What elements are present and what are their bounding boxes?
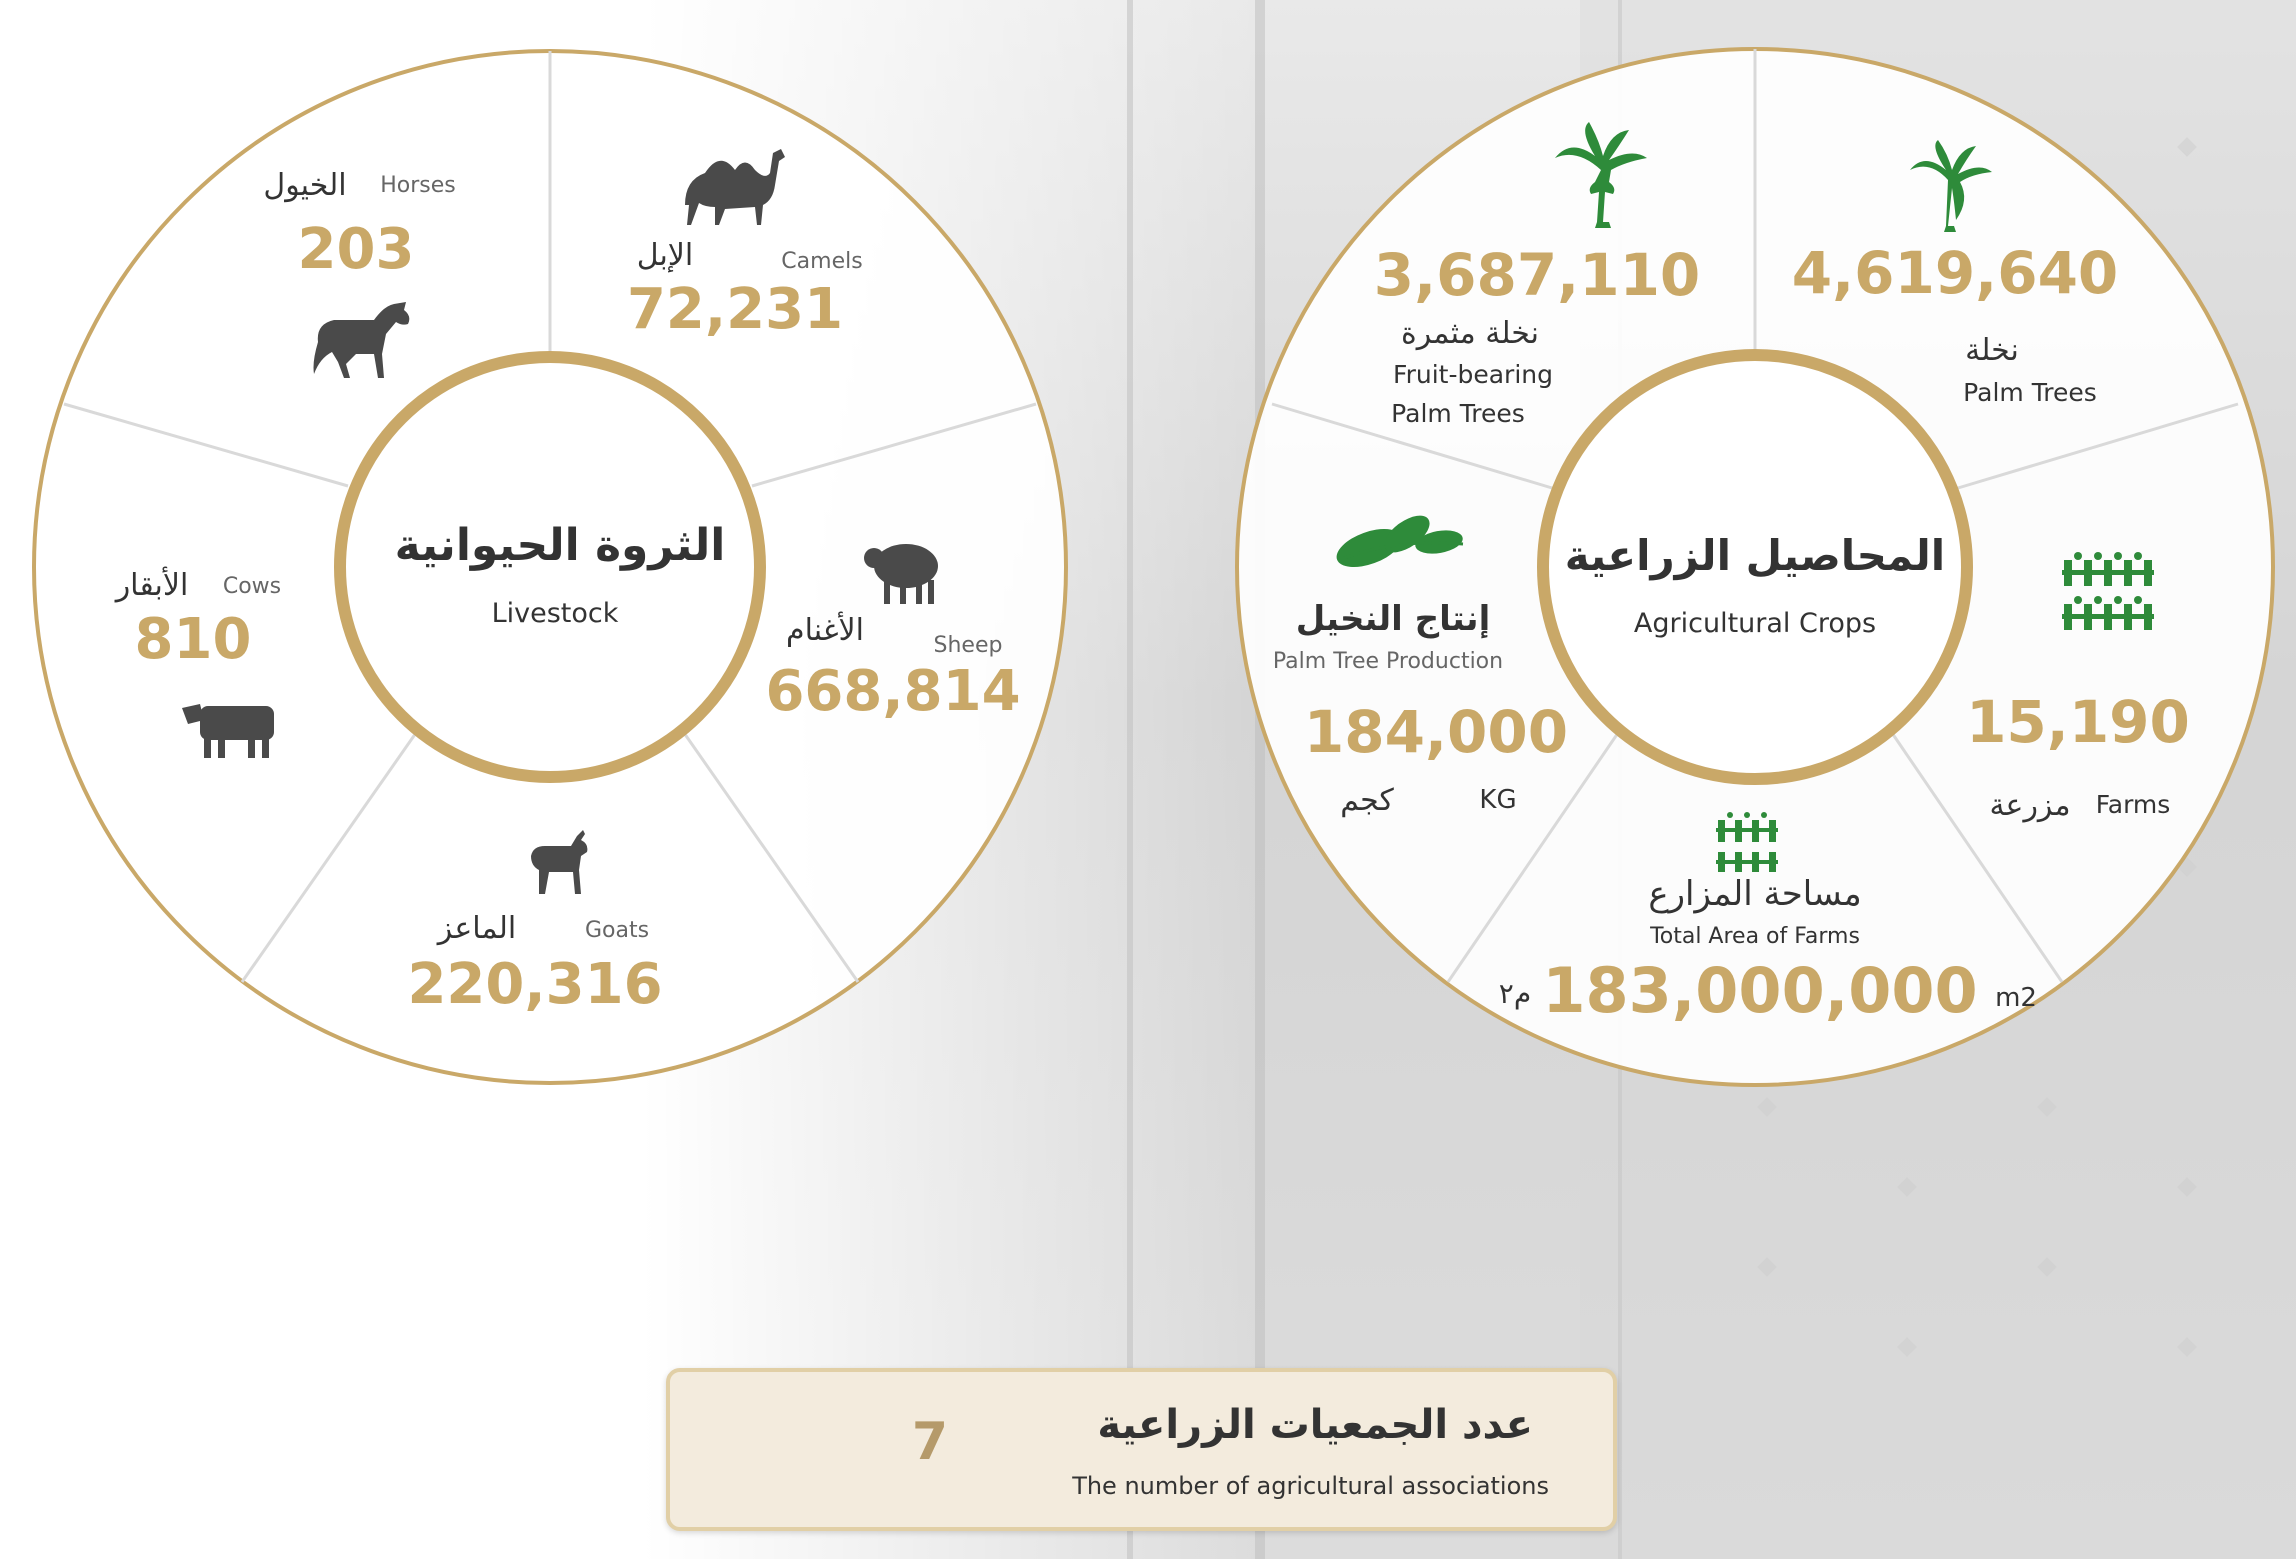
- production-unit-en: KG: [1479, 785, 1516, 815]
- goats-value: 220,316: [407, 952, 662, 1017]
- sheep-value: 668,814: [765, 659, 1020, 724]
- camel-icon: [685, 149, 785, 225]
- crops-title-ar: المحاصيل الزراعية: [1565, 531, 1945, 581]
- area-label-en: Total Area of Farms: [1649, 924, 1860, 949]
- horses-value: 203: [298, 217, 415, 282]
- camels-value: 72,231: [627, 277, 843, 342]
- farms-value: 15,190: [1966, 688, 2190, 756]
- fruit-palms-label-en2: Palm Trees: [1391, 399, 1525, 428]
- area-value: 183,000,000: [1542, 954, 1977, 1027]
- horses-label-en: Horses: [380, 173, 456, 198]
- palm-trees-label-ar: نخلة: [1965, 333, 2019, 368]
- sheep-label-ar: الأغنام: [786, 610, 864, 648]
- palm-tree-icon: [1910, 140, 1992, 232]
- farms-label-ar: مزرعة: [1989, 788, 2070, 823]
- cow-icon: [182, 704, 274, 758]
- associations-title-en: The number of agricultural associations: [1072, 1472, 1549, 1500]
- sheep-icon: [864, 544, 938, 604]
- horses-label-ar: الخيول: [263, 168, 346, 203]
- crops-wheel: [1235, 47, 2275, 1087]
- fruit-palms-label-en1: Fruit-bearing: [1393, 360, 1553, 389]
- cows-label-ar: الأبقار: [114, 565, 189, 603]
- palm-trees-label-en: Palm Trees: [1963, 378, 2097, 407]
- area-unit-en: m2: [1995, 983, 2037, 1013]
- farm-area-icon: [1716, 812, 1778, 872]
- camels-label-ar: الإبل: [637, 238, 694, 273]
- associations-value: 7: [911, 1412, 949, 1472]
- associations-title-ar: عدد الجمعيات الزراعية: [1097, 1402, 1533, 1448]
- goats-label-ar: الماعز: [436, 911, 516, 946]
- leaves-icon: [1336, 515, 1464, 568]
- livestock-wheel: [32, 49, 1068, 1085]
- production-unit-ar: كجم: [1340, 783, 1394, 818]
- area-unit-ar: م٢: [1499, 977, 1531, 1010]
- goat-icon: [531, 830, 588, 894]
- cows-value: 810: [135, 607, 252, 672]
- associations-card: 7 عدد الجمعيات الزراعية The number of ag…: [666, 1368, 1617, 1531]
- crops-title-en: Agricultural Crops: [1634, 608, 1876, 639]
- fruit-palms-label-ar: نخلة مثمرة: [1401, 316, 1539, 351]
- farms-label-en: Farms: [2096, 790, 2171, 819]
- palm-trees-value: 4,619,640: [1792, 239, 2119, 307]
- production-label-en: Palm Tree Production: [1273, 649, 1503, 674]
- horse-icon: [313, 302, 410, 378]
- camels-label-en: Camels: [781, 249, 862, 274]
- sheep-label-en: Sheep: [934, 633, 1003, 658]
- fruit-palm-icon: [1555, 122, 1647, 228]
- livestock-title-en: Livestock: [492, 598, 619, 629]
- area-label-ar: مساحة المزارع: [1648, 874, 1861, 914]
- cows-label-en: Cows: [223, 574, 281, 599]
- production-value: 184,000: [1304, 698, 1568, 766]
- fruit-palms-value: 3,687,110: [1374, 241, 1701, 309]
- goats-label-en: Goats: [585, 918, 649, 943]
- farm-fence-icon: [2062, 552, 2154, 630]
- livestock-title-ar: الثروة الحيوانية: [395, 520, 726, 571]
- production-label-ar: إنتاج النخيل: [1296, 599, 1490, 639]
